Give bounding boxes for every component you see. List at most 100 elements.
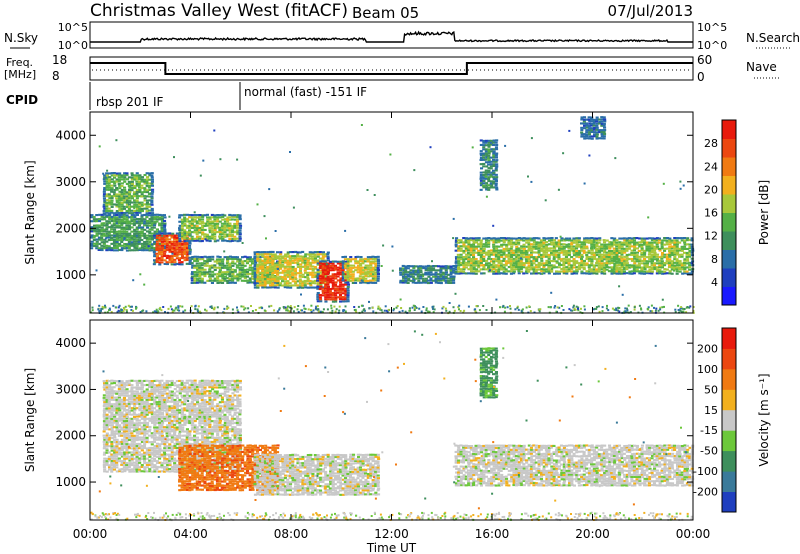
velocity-cell xyxy=(110,453,114,456)
power-cell xyxy=(135,195,139,198)
power-cell xyxy=(346,264,350,267)
power-cell xyxy=(118,212,122,215)
power-cell xyxy=(268,273,272,276)
velocity-cell xyxy=(105,451,109,454)
power-cell xyxy=(623,263,627,266)
power-cell xyxy=(666,243,670,246)
power-cell xyxy=(366,282,370,285)
plot-title: Christmas Valley West (fitACF) xyxy=(90,1,348,21)
power-scatter-cell xyxy=(278,308,281,311)
power-cell xyxy=(653,237,657,240)
power-cell xyxy=(130,244,134,247)
power-cell xyxy=(362,275,366,278)
power-cell xyxy=(133,245,137,248)
power-cell xyxy=(635,268,639,271)
velocity-cell xyxy=(115,404,119,407)
power-cell xyxy=(341,298,345,301)
power-cell xyxy=(223,256,227,259)
power-cell xyxy=(650,262,654,265)
power-cell xyxy=(374,279,378,282)
power-cell xyxy=(444,269,448,272)
power-cell xyxy=(339,296,343,299)
power-cell xyxy=(507,241,511,244)
power-cell xyxy=(299,267,303,270)
power-cell xyxy=(148,237,152,240)
velocity-cell xyxy=(115,432,119,435)
power-cell xyxy=(215,231,219,234)
power-cell xyxy=(120,228,124,231)
power-scatter-cell xyxy=(379,308,382,311)
power-cell xyxy=(444,279,448,282)
power-cell xyxy=(426,273,430,276)
power-cell xyxy=(685,262,689,265)
power-cell xyxy=(351,275,355,278)
power-cell xyxy=(321,273,325,276)
power-scatter-cell xyxy=(593,307,596,310)
power-cell xyxy=(688,239,692,242)
power-cell xyxy=(294,284,298,287)
power-scatter-cell xyxy=(135,307,137,310)
power-cell xyxy=(188,216,192,219)
power-cell xyxy=(186,233,190,236)
power-cell xyxy=(306,253,310,256)
power-scatter-cell xyxy=(268,305,271,308)
velocity-cell xyxy=(105,463,109,466)
power-cell xyxy=(490,258,494,261)
power-cell xyxy=(507,239,511,242)
power-cell xyxy=(309,284,313,287)
velocity-cell xyxy=(108,466,112,469)
power-cell xyxy=(557,262,561,265)
velocity-cell xyxy=(113,407,117,410)
power-cell xyxy=(632,268,636,271)
power-scatter-cell xyxy=(653,306,655,309)
power-cell xyxy=(180,253,184,256)
power-cell xyxy=(223,235,227,238)
power-cell xyxy=(627,258,631,261)
power-cell xyxy=(690,251,694,254)
power-cell xyxy=(286,270,290,273)
power-cell xyxy=(449,271,453,274)
power-cell xyxy=(615,261,619,264)
power-cell xyxy=(326,259,330,262)
power-cell xyxy=(469,239,473,242)
power-cell xyxy=(417,265,421,268)
power-cell xyxy=(600,122,604,125)
power-cell xyxy=(585,272,589,275)
power-cell xyxy=(359,266,363,269)
power-cell xyxy=(454,264,458,267)
power-cell xyxy=(582,245,586,248)
power-cell xyxy=(492,258,496,261)
power-cell xyxy=(105,228,109,231)
power-cell xyxy=(198,272,202,275)
power-cell xyxy=(520,253,524,256)
power-cell xyxy=(575,243,579,246)
power-cell xyxy=(346,289,350,292)
power-speck xyxy=(391,245,394,248)
power-cell xyxy=(545,243,549,246)
power-cell xyxy=(185,226,189,229)
power-cell xyxy=(520,251,524,254)
power-cell xyxy=(678,268,682,271)
power-cell xyxy=(150,232,154,235)
power-cell xyxy=(494,184,498,187)
power-cell xyxy=(539,263,543,266)
power-cell xyxy=(268,255,272,258)
power-cell xyxy=(349,270,353,273)
power-cell xyxy=(301,284,305,287)
power-cell xyxy=(333,273,337,276)
power-scatter-cell xyxy=(357,305,360,308)
power-cell xyxy=(137,232,141,235)
power-cell xyxy=(324,268,328,271)
power-cell xyxy=(469,253,473,256)
power-cell xyxy=(560,247,564,250)
power-cell xyxy=(570,245,574,248)
power-cell xyxy=(454,245,458,248)
power-cell xyxy=(371,275,375,278)
power-cell xyxy=(524,262,528,265)
power-scatter-cell xyxy=(223,307,226,310)
power-cell xyxy=(492,158,496,161)
power-speck xyxy=(115,139,118,142)
power-cell xyxy=(286,273,290,276)
power-cell xyxy=(316,282,320,285)
power-cell xyxy=(359,281,363,284)
